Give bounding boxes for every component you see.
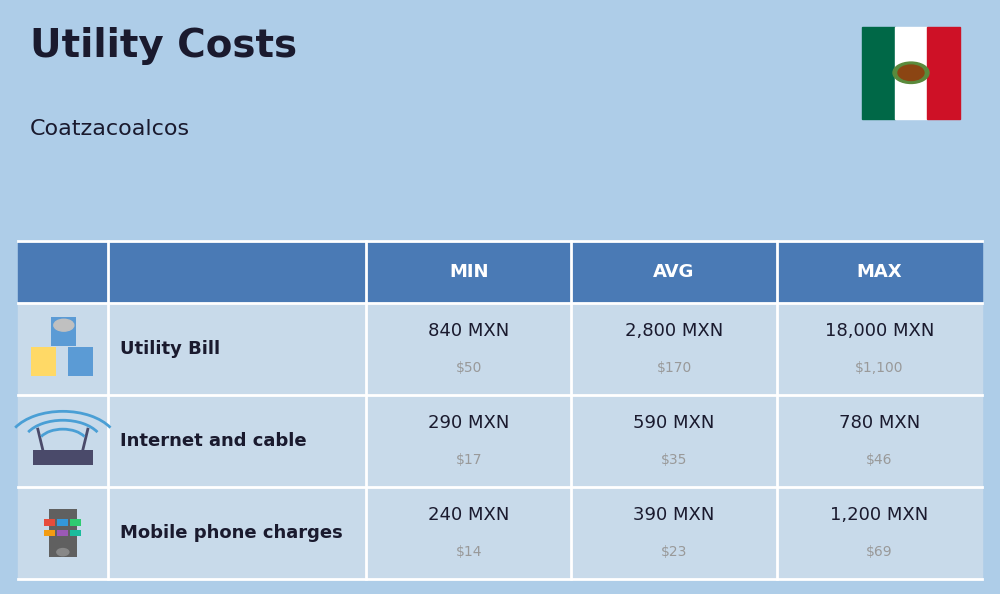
Text: Utility Bill: Utility Bill bbox=[120, 340, 220, 358]
Text: 290 MXN: 290 MXN bbox=[428, 414, 509, 432]
Circle shape bbox=[57, 549, 69, 556]
Text: $23: $23 bbox=[661, 545, 687, 559]
Text: $17: $17 bbox=[455, 453, 482, 467]
Text: 780 MXN: 780 MXN bbox=[839, 414, 920, 432]
Text: 240 MXN: 240 MXN bbox=[428, 506, 509, 525]
Text: Internet and cable: Internet and cable bbox=[120, 432, 306, 450]
Text: 1,200 MXN: 1,200 MXN bbox=[830, 506, 928, 525]
Bar bbox=[49, 509, 77, 557]
Bar bbox=[18, 487, 982, 579]
Circle shape bbox=[54, 320, 74, 331]
Text: $170: $170 bbox=[656, 361, 692, 375]
Text: Utility Costs: Utility Costs bbox=[30, 27, 297, 65]
Text: $35: $35 bbox=[661, 453, 687, 467]
Circle shape bbox=[893, 62, 929, 84]
Text: $1,100: $1,100 bbox=[855, 361, 904, 375]
Text: 590 MXN: 590 MXN bbox=[633, 414, 715, 432]
Bar bbox=[33, 450, 93, 465]
Text: MIN: MIN bbox=[449, 263, 488, 281]
Bar bbox=[31, 347, 56, 376]
Text: $50: $50 bbox=[455, 361, 482, 375]
Text: $46: $46 bbox=[866, 453, 893, 467]
Text: 2,800 MXN: 2,800 MXN bbox=[625, 322, 723, 340]
Text: MAX: MAX bbox=[857, 263, 902, 281]
Bar bbox=[57, 530, 68, 536]
Bar bbox=[57, 519, 68, 526]
Text: $14: $14 bbox=[455, 545, 482, 559]
Bar bbox=[18, 303, 982, 395]
Text: Coatzacoalcos: Coatzacoalcos bbox=[30, 119, 190, 139]
Text: 18,000 MXN: 18,000 MXN bbox=[825, 322, 934, 340]
Text: Mobile phone charges: Mobile phone charges bbox=[120, 524, 342, 542]
Bar bbox=[895, 27, 927, 119]
Text: 840 MXN: 840 MXN bbox=[428, 322, 509, 340]
Circle shape bbox=[898, 65, 924, 80]
Bar bbox=[927, 27, 960, 119]
Bar bbox=[44, 530, 55, 536]
Bar bbox=[68, 347, 93, 376]
Bar bbox=[70, 530, 81, 536]
Text: 390 MXN: 390 MXN bbox=[633, 506, 715, 525]
Bar bbox=[70, 519, 81, 526]
Bar bbox=[18, 241, 982, 303]
Bar bbox=[51, 317, 76, 346]
Bar bbox=[18, 395, 982, 487]
Bar bbox=[44, 519, 55, 526]
Text: $69: $69 bbox=[866, 545, 893, 559]
Bar bbox=[862, 27, 895, 119]
Text: AVG: AVG bbox=[653, 263, 695, 281]
